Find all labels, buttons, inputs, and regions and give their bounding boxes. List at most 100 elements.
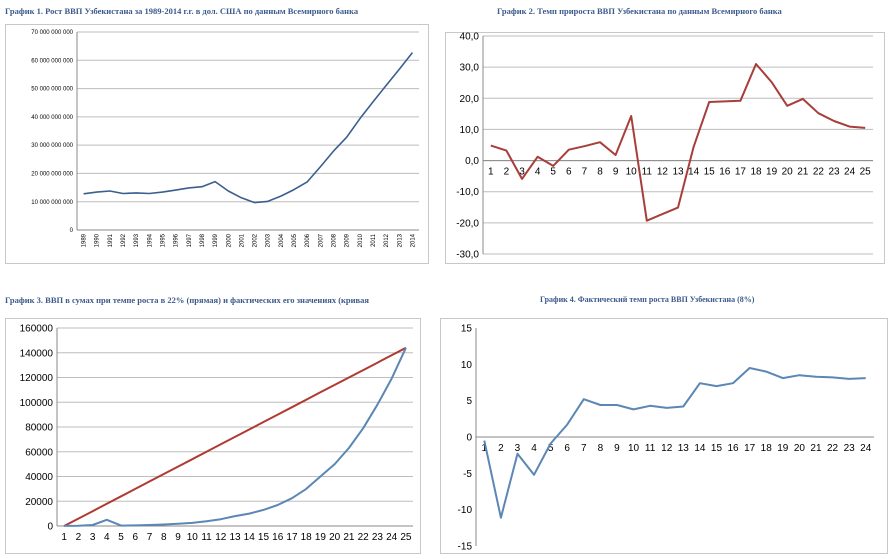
y-tick-label: -5 [463,469,472,480]
x-tick-label: 2007 [318,233,324,247]
x-tick-label: 2008 [332,233,338,247]
x-tick-label: 2001 [239,233,245,247]
y-tick-label: 15 [461,324,473,335]
y-tick-label: 160000 [20,324,54,335]
x-tick-label: 2 [76,532,82,543]
y-tick-label: 20,0 [460,94,480,105]
x-tick-label: 3 [515,443,521,454]
y-tick-label: 0 [466,433,472,444]
x-tick-label: 2004 [279,233,285,247]
x-tick-label: 1999 [213,233,219,247]
x-tick-label: 5 [548,443,554,454]
y-tick-label: 100000 [20,398,54,409]
x-tick-label: 23 [844,443,856,454]
y-tick-label: 5 [466,396,472,407]
x-tick-label: 3 [519,167,525,178]
x-tick-label: 8 [597,167,603,178]
x-tick-label: 8 [161,532,167,543]
x-tick-label: 11 [201,532,212,543]
x-tick-label: 13 [229,532,241,543]
x-tick-label: 15 [258,532,270,543]
x-tick-label: 16 [719,167,731,178]
y-tick-label: 50 000 000 000 [31,87,73,93]
x-tick-label: 5 [118,532,124,543]
x-tick-label: 7 [582,167,588,178]
x-tick-label: 2013 [397,233,403,247]
x-tick-label: 16 [727,443,739,454]
x-tick-label: 2003 [266,233,272,247]
chart-frame [445,32,885,264]
x-tick-label: 22 [358,532,370,543]
y-tick-label: -10,0 [456,187,479,198]
x-tick-label: 15 [711,443,723,454]
y-tick-label: 30,0 [460,63,480,74]
x-tick-label: 18 [301,532,313,543]
y-tick-label: 10 000 000 000 [31,200,73,206]
chart1: 0 10 000 000 000 20 000 000 000 30 000 000 … [5,24,429,264]
x-tick-label: 20 [794,443,806,454]
y-tick-label: -10 [458,505,473,516]
y-tick-label: 60 000 000 000 [31,58,73,64]
x-tick-label: 24 [844,167,856,178]
x-tick-label: 17 [744,443,756,454]
x-tick-label: 21 [810,443,822,454]
x-tick-label: 22 [827,443,839,454]
x-tick-label: 1991 [108,233,114,247]
chart3-title: График 3. ВВП в сумах при темпе роста в … [5,295,369,305]
y-tick-label: 140000 [20,348,54,359]
x-tick-label: 12 [215,532,227,543]
x-tick-label: 9 [614,443,620,454]
x-tick-label: 7 [147,532,153,543]
x-tick-label: 1996 [174,233,180,247]
x-tick-label: 1992 [121,233,127,247]
y-tick-label: -30,0 [456,250,479,261]
x-tick-label: 19 [777,443,789,454]
x-tick-label: 1995 [161,233,167,247]
x-tick-label: 1997 [187,233,193,247]
x-tick-label: 1993 [134,233,140,247]
x-tick-label: 14 [688,167,700,178]
y-tick-label: 20000 [25,497,53,508]
x-tick-label: 1998 [200,233,206,247]
x-tick-label: 19 [766,167,778,178]
chart-frame [440,318,888,554]
y-tick-label: 80000 [25,423,53,434]
x-tick-label: 2012 [384,233,390,247]
y-tick-label: 70 000 000 000 [31,30,73,36]
x-tick-label: 24 [386,532,398,543]
x-tick-label: 2000 [226,233,232,247]
x-tick-label: 2006 [305,233,311,247]
x-tick-label: 14 [244,532,256,543]
x-tick-label: 17 [286,532,298,543]
x-tick-label: 1 [61,532,67,543]
x-tick-label: 16 [272,532,284,543]
y-tick-label: 10 [461,360,473,371]
x-tick-label: 13 [672,167,684,178]
x-tick-label: 2 [498,443,504,454]
x-tick-label: 12 [657,167,669,178]
x-tick-label: 18 [750,167,762,178]
x-tick-label: 12 [661,443,673,454]
x-tick-label: 4 [531,443,537,454]
chart4-title: График 4. Фактический темп роста ВВП Узб… [540,295,755,304]
x-tick-label: 2011 [371,233,377,247]
x-tick-label: 22 [813,167,825,178]
chart2-title: График 2. Темп прироста ВВП Узбекистана … [497,6,782,16]
y-tick-label: -15 [458,542,473,553]
series-line [64,347,407,527]
y-tick-label: 40 000 000 000 [31,115,73,121]
x-tick-label: 25 [860,167,872,178]
x-tick-label: 4 [535,167,541,178]
x-tick-label: 1 [488,167,494,178]
x-tick-label: 9 [175,532,181,543]
x-tick-label: 23 [372,532,384,543]
x-tick-label: 6 [566,167,572,178]
x-tick-label: 15 [704,167,716,178]
chart2: -30,0-20,0-10,00,010,020,030,040,01 2 3 4 5 6… [445,32,885,264]
x-tick-label: 21 [797,167,809,178]
x-tick-label: 5 [550,167,556,178]
x-tick-label: 21 [343,532,355,543]
x-tick-label: 2009 [345,233,351,247]
y-tick-label: 30 000 000 000 [31,143,73,149]
x-tick-label: 6 [133,532,139,543]
